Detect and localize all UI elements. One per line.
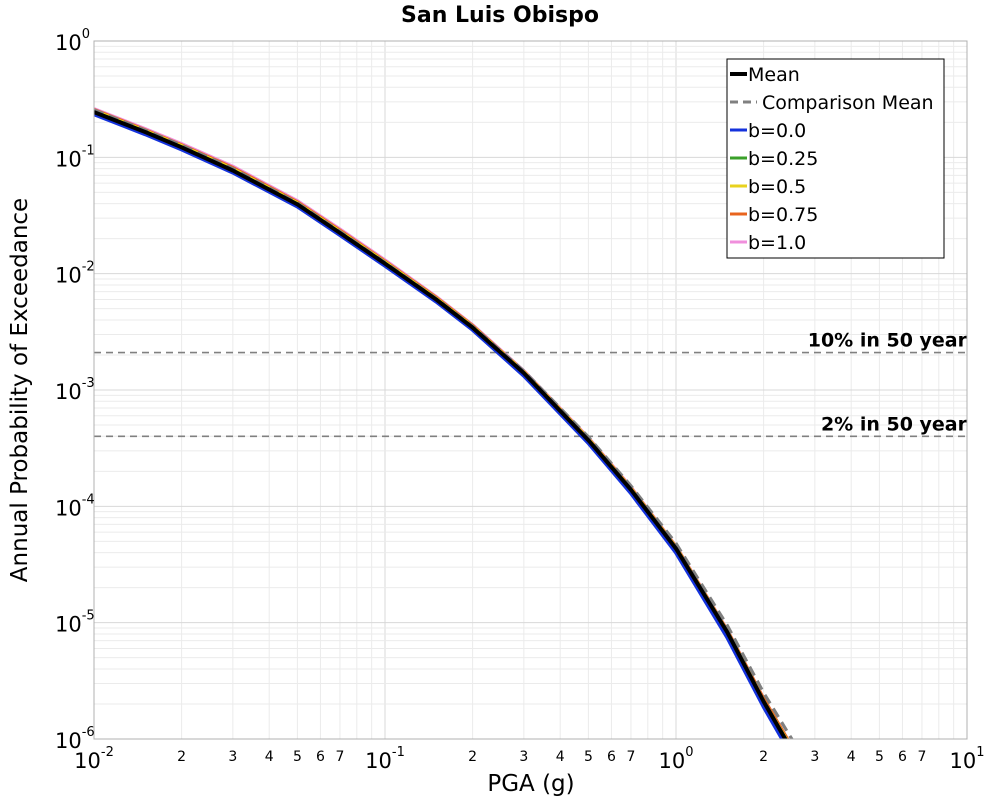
x-minor-tick-label: 5 <box>293 749 302 765</box>
x-minor-tick-label: 6 <box>607 749 616 765</box>
y-tick-label: 10-2 <box>55 260 95 288</box>
legend-box <box>726 58 945 259</box>
y-tick-label: 10-5 <box>55 609 95 637</box>
series-line-comparison-mean <box>94 108 794 739</box>
x-minor-tick-label: 7 <box>917 749 926 765</box>
x-tick-label: 101 <box>949 745 984 773</box>
x-minor-tick-label: 4 <box>847 749 856 765</box>
reference-line-label: 10% in 50 year <box>808 330 968 352</box>
x-tick-label: 100 <box>658 745 693 773</box>
x-minor-tick-label: 6 <box>898 749 907 765</box>
x-minor-tick-label: 3 <box>228 749 237 765</box>
y-tick-label: 10-3 <box>55 376 95 404</box>
series-layer <box>94 107 794 739</box>
x-minor-tick-label: 5 <box>875 749 884 765</box>
y-tick-label: 10-6 <box>55 725 95 753</box>
reference-lines: 10% in 50 year 2% in 50 year <box>94 330 968 438</box>
series-line-b-1-0 <box>94 107 790 739</box>
series-line-b-0-25 <box>94 110 788 739</box>
x-minor-tick-label: 2 <box>759 749 768 765</box>
x-minor-tick-label: 5 <box>584 749 593 765</box>
legend-label: b=0.0 <box>748 120 806 142</box>
series-line-b-0-75 <box>94 108 790 739</box>
legend-label: b=1.0 <box>748 232 806 254</box>
x-tick-label: 10-2 <box>74 745 114 773</box>
x-minor-tick-label: 3 <box>519 749 528 765</box>
legend-label: Comparison Mean <box>762 92 934 114</box>
x-minor-tick-label: 4 <box>556 749 565 765</box>
y-tick-label: 10-4 <box>55 492 95 520</box>
series-line-b-0-0 <box>94 112 785 739</box>
legend-label: b=0.25 <box>748 148 818 170</box>
series-line-mean <box>94 110 788 739</box>
y-axis-title: Annual Probability of Exceedance <box>7 198 33 582</box>
reference-line-label: 2% in 50 year <box>821 413 968 435</box>
x-minor-tick-label: 3 <box>810 749 819 765</box>
legend-label: b=0.5 <box>748 176 806 198</box>
y-tick-label: 10-1 <box>55 143 95 171</box>
chart-title: San Luis Obispo <box>401 3 599 28</box>
x-minor-tick-label: 2 <box>177 749 186 765</box>
legend-label: Mean <box>748 64 800 86</box>
x-minor-tick-label: 6 <box>316 749 325 765</box>
plot-frame <box>93 40 968 740</box>
y-tick-label: 100 <box>55 27 90 55</box>
x-minor-tick-label: 7 <box>335 749 344 765</box>
x-tick-label: 10-1 <box>365 745 405 773</box>
legend: Mean Comparison Mean b=0.0 b=0.25 b=0.5 b=0.7… <box>726 58 945 259</box>
series-line-b-0-5 <box>94 109 789 739</box>
x-minor-tick-label: 2 <box>468 749 477 765</box>
y-axis-ticks: 100 10-1 10-2 10-3 10-4 10-5 10-6 <box>55 27 95 753</box>
grid <box>93 41 967 740</box>
x-minor-tick-label: 7 <box>626 749 635 765</box>
x-axis-title: PGA (g) <box>487 771 574 797</box>
legend-label: b=0.75 <box>748 204 818 226</box>
x-minor-tick-label: 4 <box>265 749 274 765</box>
